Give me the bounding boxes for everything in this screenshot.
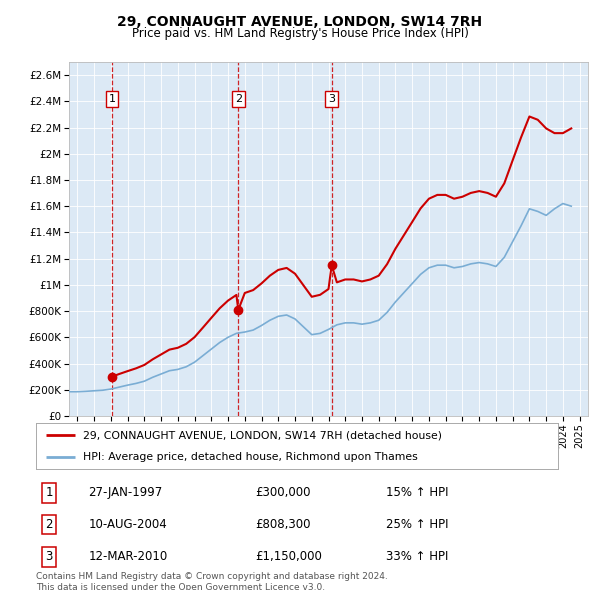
Text: 12-MAR-2010: 12-MAR-2010 — [88, 550, 167, 563]
Text: 27-JAN-1997: 27-JAN-1997 — [88, 486, 163, 499]
Text: 15% ↑ HPI: 15% ↑ HPI — [386, 486, 448, 499]
Text: 3: 3 — [46, 550, 53, 563]
Text: 2: 2 — [46, 518, 53, 531]
Text: 2: 2 — [235, 94, 242, 104]
Text: 10-AUG-2004: 10-AUG-2004 — [88, 518, 167, 531]
Text: 29, CONNAUGHT AVENUE, LONDON, SW14 7RH (detached house): 29, CONNAUGHT AVENUE, LONDON, SW14 7RH (… — [83, 431, 442, 441]
Text: 33% ↑ HPI: 33% ↑ HPI — [386, 550, 448, 563]
Text: 3: 3 — [328, 94, 335, 104]
Text: Price paid vs. HM Land Registry's House Price Index (HPI): Price paid vs. HM Land Registry's House … — [131, 27, 469, 40]
Text: £1,150,000: £1,150,000 — [255, 550, 322, 563]
Text: £300,000: £300,000 — [255, 486, 311, 499]
Text: 25% ↑ HPI: 25% ↑ HPI — [386, 518, 448, 531]
Text: 29, CONNAUGHT AVENUE, LONDON, SW14 7RH: 29, CONNAUGHT AVENUE, LONDON, SW14 7RH — [118, 15, 482, 29]
Text: 1: 1 — [46, 486, 53, 499]
Text: HPI: Average price, detached house, Richmond upon Thames: HPI: Average price, detached house, Rich… — [83, 451, 418, 461]
Text: £808,300: £808,300 — [255, 518, 311, 531]
Text: 1: 1 — [109, 94, 116, 104]
Text: Contains HM Land Registry data © Crown copyright and database right 2024.
This d: Contains HM Land Registry data © Crown c… — [36, 572, 388, 590]
